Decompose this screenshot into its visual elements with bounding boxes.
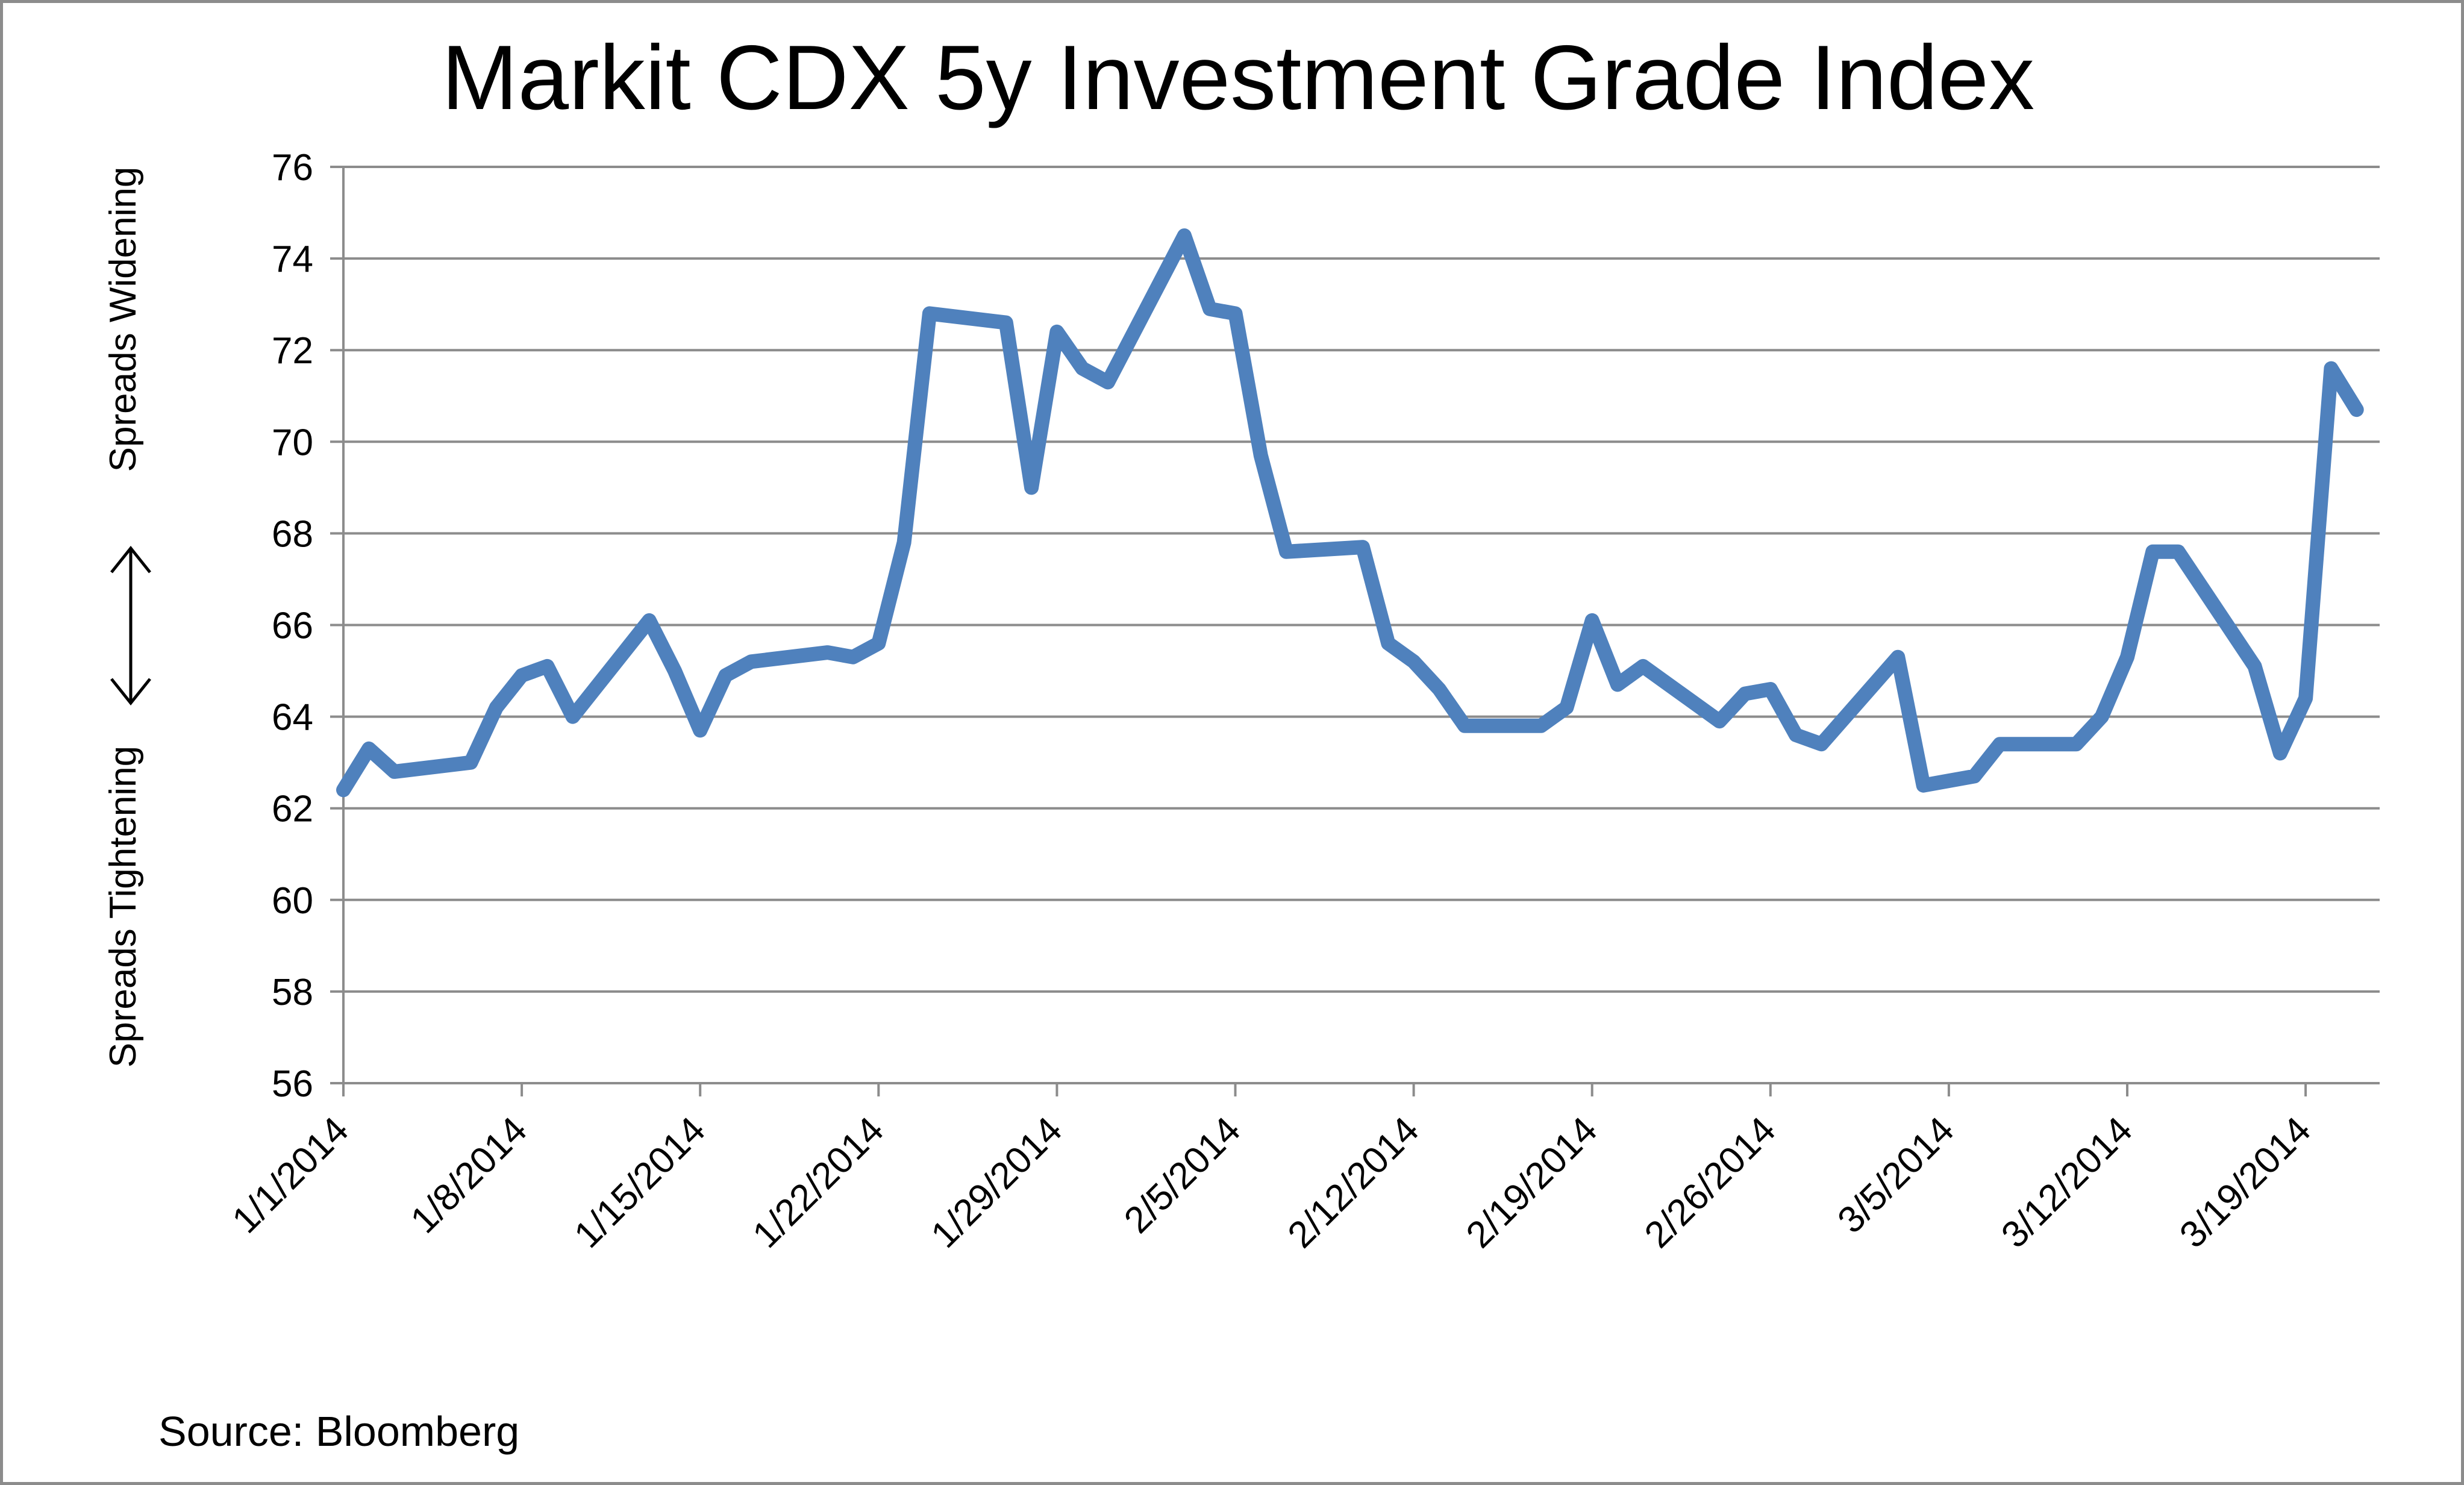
- x-tick-label-9: 3/5/2014: [1830, 1109, 1962, 1241]
- y-tick-label-62: 62: [272, 789, 313, 830]
- y-tick-label-64: 64: [272, 697, 313, 739]
- source-note: Source: Bloomberg: [158, 1408, 519, 1455]
- y-axis-tick-labels: 56 58 60 62 64 66 68 70 72 74 76: [272, 147, 313, 1105]
- x-axis: [342, 167, 2380, 1096]
- y-tick-label-58: 58: [272, 972, 313, 1013]
- double-arrow-icon: [110, 545, 151, 706]
- x-tick-label-1: 1/8/2014: [403, 1109, 535, 1241]
- y-tick-label-72: 72: [272, 330, 313, 372]
- y-tick-label-66: 66: [272, 605, 313, 647]
- y-tick-label-60: 60: [272, 880, 313, 922]
- x-axis-tick-labels: 1/1/2014 1/8/2014 1/15/2014 1/22/2014 1/29/2…: [224, 1109, 2319, 1256]
- series-line-group: [336, 228, 2364, 798]
- x-tick-label-7: 2/19/2014: [1459, 1109, 1606, 1256]
- y-axis-label-tightening: Spreads Tightening: [102, 746, 144, 1068]
- x-tick-label-2: 1/15/2014: [566, 1109, 713, 1256]
- series-line-0: [336, 228, 2364, 798]
- x-tick-label-8: 2/26/2014: [1637, 1109, 1784, 1256]
- x-tick-label-6: 2/12/2014: [1280, 1109, 1427, 1256]
- x-tick-label-3: 1/22/2014: [745, 1109, 892, 1256]
- line-chart: Markit CDX 5y Investment Grade Index 565…: [102, 27, 2380, 1455]
- x-tick-label-5: 2/5/2014: [1116, 1109, 1248, 1241]
- x-tick-label-10: 3/12/2014: [1993, 1109, 2140, 1256]
- x-tick-label-0: 1/1/2014: [224, 1109, 356, 1241]
- chart-title: Markit CDX 5y Investment Grade Index: [442, 27, 2034, 129]
- x-tick-label-11: 3/19/2014: [2172, 1109, 2319, 1256]
- gridlines: [330, 166, 2380, 1084]
- y-tick-label-56: 56: [272, 1063, 313, 1105]
- y-tick-label-70: 70: [272, 422, 313, 463]
- y-tick-label-74: 74: [272, 239, 313, 280]
- y-axis-label-widening: Spreads Widening: [102, 167, 144, 472]
- y-tick-label-76: 76: [272, 147, 313, 189]
- x-tick-label-4: 1/29/2014: [923, 1109, 1070, 1256]
- y-tick-label-68: 68: [272, 513, 313, 555]
